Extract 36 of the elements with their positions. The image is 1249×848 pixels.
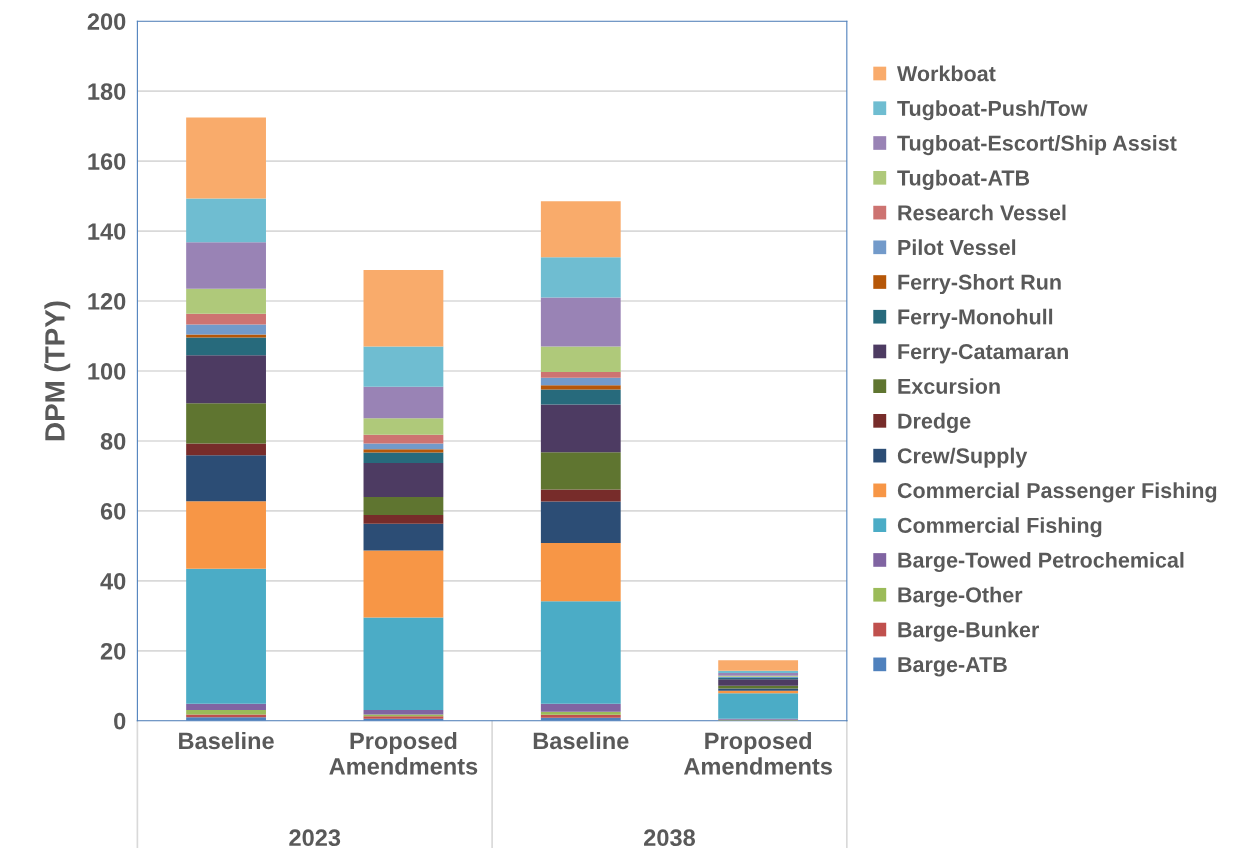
legend-label: Research Vessel xyxy=(898,204,1066,221)
legend-label: Barge-Bunker xyxy=(898,621,1040,642)
y-tick-label: 200 xyxy=(87,13,126,30)
legend-label: Dredge xyxy=(898,412,971,433)
legend-label: Workboat xyxy=(896,65,996,82)
y-tick-label: 100 xyxy=(88,363,126,380)
y-tick-label: 140 xyxy=(88,223,126,240)
x-tick-label: Proposed Amendments xyxy=(329,731,478,775)
legend-label: Ferry-Catamaran xyxy=(898,343,1068,364)
x-tick-label: Baseline xyxy=(533,731,629,750)
y-axis-title: DPM (TPY) xyxy=(44,301,71,441)
y-tick-label: 20 xyxy=(100,642,126,660)
y-tick-label: 40 xyxy=(100,572,126,590)
legend-label: Excursion xyxy=(898,378,1000,394)
legend-label: Barge-ATB xyxy=(898,657,1007,677)
text: 2023 xyxy=(289,829,341,847)
x-tick-label: Baseline xyxy=(179,731,274,750)
text: 2038 xyxy=(644,829,696,847)
y-tick-label: 120 xyxy=(88,293,126,310)
legend-label: Tugboat-Escort/Ship Assist xyxy=(897,135,1177,156)
legend-label: Commercial Fishing xyxy=(897,517,1102,538)
y-tick-label: 160 xyxy=(88,153,126,170)
legend-label: Commercial Passenger Fishing xyxy=(897,482,1217,503)
legend-label: Barge-Other xyxy=(898,586,1023,607)
y-tick-label: 60 xyxy=(100,502,126,520)
legend-label: Tugboat-Push/Tow xyxy=(897,100,1088,121)
y-tick-label: 80 xyxy=(100,433,126,450)
legend-label: Barge-Towed Petrochemical xyxy=(898,551,1184,573)
x-tick-label: Proposed Amendments xyxy=(683,731,832,775)
legend-label: Crew/Supply xyxy=(897,447,1028,468)
legend-label: Ferry-Monohull xyxy=(898,308,1053,329)
y-tick-label: 0 xyxy=(114,712,126,730)
legend-label: Pilot Vessel xyxy=(898,239,1016,256)
legend-label: Ferry-Short Run xyxy=(898,274,1061,295)
y-tick-label: 180 xyxy=(88,83,126,100)
legend-label: Tugboat-ATB xyxy=(897,169,1030,190)
